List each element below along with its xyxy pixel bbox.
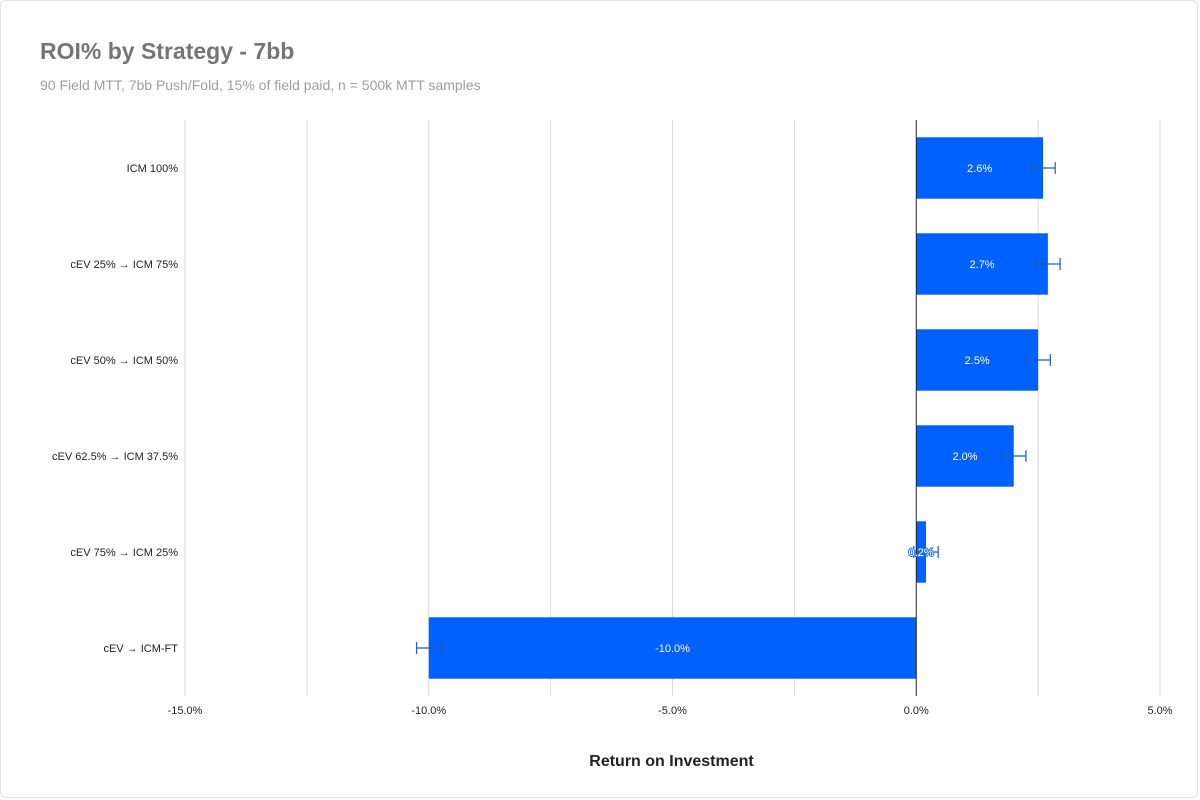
x-tick-labels: -15.0% -10.0% -5.0% 0.0% 5.0% [168, 705, 1173, 717]
chart-subtitle: 90 Field MTT, 7bb Push/Fold, 15% of fiel… [40, 77, 481, 93]
category-label: cEV → ICM-FT [103, 643, 178, 655]
bar [428, 617, 917, 679]
category-label: cEV 75% → ICM 25% [70, 547, 178, 559]
data-label: 2.5% [965, 355, 990, 367]
chart-title: ROI% by Strategy - 7bb [40, 38, 295, 64]
data-label: 2.0% [952, 451, 977, 463]
data-labels: 2.6% 2.7% 2.5% 2.0% 0.2% -10.0% [655, 163, 995, 655]
category-label: cEV 25% → ICM 75% [70, 259, 178, 271]
x-tick-label: -10.0% [411, 705, 446, 717]
grid-lines [184, 120, 1161, 696]
bar [916, 329, 1039, 391]
category-labels: ICM 100% cEV 25% → ICM 75% cEV 50% → ICM 5… [52, 163, 178, 655]
bar [916, 233, 1048, 295]
x-tick-label: -15.0% [168, 705, 203, 717]
x-tick-label: -5.0% [658, 705, 687, 717]
data-label: 0.2% [909, 547, 934, 559]
x-tick-label: 5.0% [1147, 705, 1172, 717]
error-bars [415, 162, 1061, 654]
x-tick-label: 0.0% [904, 705, 929, 717]
data-label: 2.6% [967, 163, 992, 175]
category-label: cEV 62.5% → ICM 37.5% [52, 451, 178, 463]
bar [916, 137, 1043, 199]
bar [916, 425, 1014, 487]
category-label: cEV 50% → ICM 50% [70, 355, 178, 367]
x-axis-label: Return on Investment [589, 753, 754, 770]
bars [428, 137, 1048, 679]
data-label: 2.7% [970, 259, 995, 271]
category-label: ICM 100% [127, 163, 179, 175]
data-label: -10.0% [655, 643, 690, 655]
